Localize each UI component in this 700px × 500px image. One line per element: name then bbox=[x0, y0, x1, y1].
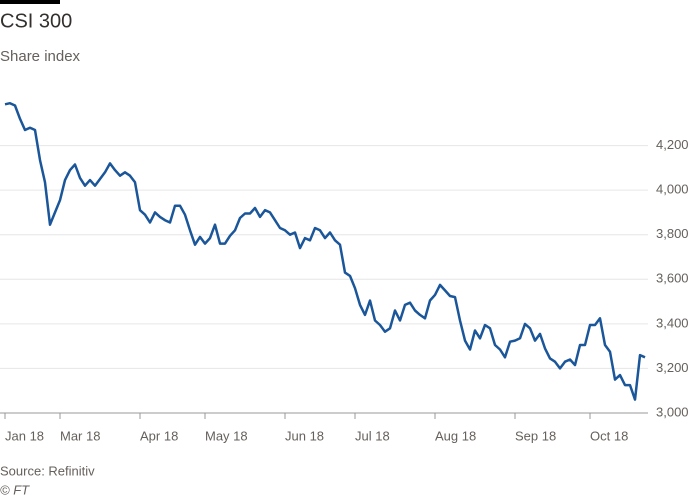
y-tick-label: 3,400 bbox=[656, 315, 689, 330]
x-tick-label: Aug 18 bbox=[435, 428, 476, 443]
x-tick-label: May 18 bbox=[205, 428, 248, 443]
credit: © FT bbox=[0, 482, 30, 497]
y-tick-label: 3,600 bbox=[656, 271, 689, 286]
x-tick-label: Oct 18 bbox=[590, 428, 628, 443]
x-tick-label: Sep 18 bbox=[515, 428, 556, 443]
x-tick-label: Jan 18 bbox=[5, 428, 44, 443]
chart-subtitle: Share index bbox=[0, 48, 81, 65]
source: Source: Refinitiv bbox=[0, 463, 95, 478]
y-tick-label: 3,200 bbox=[656, 360, 689, 375]
title-bar bbox=[0, 0, 60, 4]
y-tick-label: 3,000 bbox=[656, 404, 689, 419]
y-tick-label: 4,200 bbox=[656, 137, 689, 152]
x-tick-label: Jun 18 bbox=[285, 428, 324, 443]
x-tick-label: Mar 18 bbox=[60, 428, 100, 443]
chart-title: CSI 300 bbox=[0, 10, 72, 32]
x-tick-label: Jul 18 bbox=[355, 428, 390, 443]
y-tick-label: 4,000 bbox=[656, 182, 689, 197]
line bbox=[4, 101, 646, 401]
x-tick-label: Apr 18 bbox=[140, 428, 178, 443]
y-tick-label: 3,800 bbox=[656, 226, 689, 241]
